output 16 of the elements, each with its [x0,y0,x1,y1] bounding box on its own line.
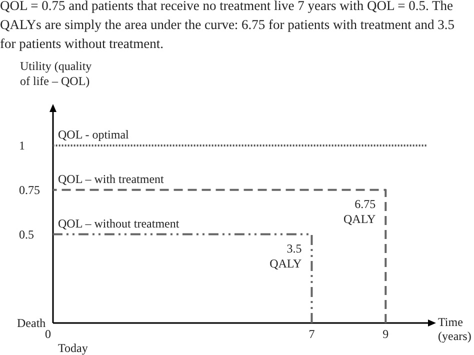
text: Today [58,341,88,355]
annotation: 3.5 QALY [270,241,302,270]
series-label: QOL – without treatment [58,216,180,230]
y-axis-title: Utility (quality of life – QOL) [20,59,92,88]
chart-subtitle: QOL = 0.75 and patients that receive no treatment live 7 years with QOL = 0.5. The QALYs are simply the area under the curve: 6.75 for patients with treatment and 3.5 for patients without treatment. [0,0,455,51]
x-tick-label: 0 [45,327,51,341]
x-tick-label: 9 [382,327,389,341]
y-tick-label: 0.5 [19,227,34,242]
series-label: QOL - optimal [58,128,130,142]
y-tick-label: 0.75 [19,182,40,197]
x-axis-title: Time (years) [438,315,472,343]
y-tick-label: Death [17,316,46,330]
y-tick-label: 1 [19,138,25,152]
series-label: QOL – with treatment [58,172,165,186]
annotation: 6.75 QALY [344,196,376,226]
x-tick-label: 7 [308,327,315,341]
